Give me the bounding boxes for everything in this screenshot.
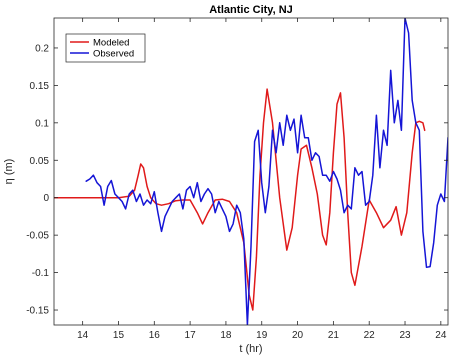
y-tick-label: -0.1: [32, 268, 50, 279]
plot-frame: [53, 17, 449, 326]
x-tick-label: 16: [149, 330, 161, 341]
series-layer: [54, 18, 448, 325]
x-tick-label: 22: [364, 330, 376, 341]
x-tick-label: 23: [399, 330, 411, 341]
x-tick-label: 15: [113, 330, 125, 341]
y-axis: -0.15 -0.1 -0.05 0 0.05 0.1 0.15 0.2: [26, 43, 448, 317]
plot-area: [54, 18, 448, 325]
legend-label-modeled: Modeled: [93, 38, 129, 49]
y-tick-label: -0.05: [26, 231, 49, 242]
y-axis-title: η (m): [3, 159, 15, 185]
y-tick-label: 0.2: [35, 43, 49, 54]
x-tick-label: 19: [256, 330, 268, 341]
x-tick-label: 14: [77, 330, 89, 341]
legend: Modeled Observed: [65, 33, 146, 63]
x-tick-label: 24: [435, 330, 447, 341]
x-tick-label: 18: [220, 330, 232, 341]
y-tick-label: 0.1: [35, 118, 49, 129]
x-tick-label: 17: [185, 330, 197, 341]
x-axis: 14 15 16 17 18 19 20 21 22 23 24: [77, 18, 447, 341]
y-tick-label: 0.05: [30, 156, 50, 167]
y-tick-label: 0: [43, 193, 49, 204]
series-line-observed: [85, 18, 448, 325]
x-axis-title: t (hr): [239, 343, 262, 355]
legend-box: [65, 33, 146, 63]
legend-label-observed: Observed: [93, 49, 134, 60]
x-tick-label: 21: [328, 330, 340, 341]
y-tick-label: 0.15: [30, 81, 50, 92]
x-tick-label: 20: [292, 330, 304, 341]
y-tick-label: -0.15: [26, 306, 49, 317]
chart-title: Atlantic City, NJ: [209, 4, 293, 16]
